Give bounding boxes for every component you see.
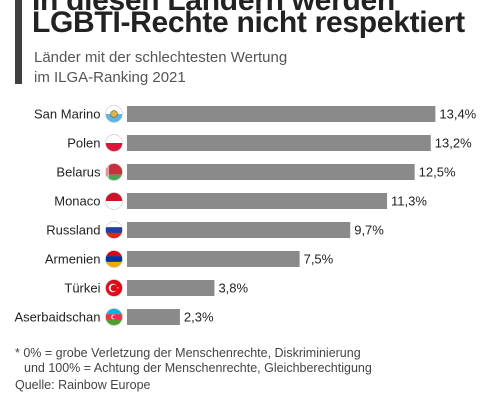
footnote-line-1: * 0% = grobe Verletzung der Menschenrech… [15,346,361,360]
turkey-flag-icon [105,279,123,297]
value-label: 9,7% [354,223,384,238]
bar [127,222,351,238]
poland-flag-icon [105,134,123,152]
value-label: 13,4% [439,107,476,122]
russia-flag-icon [105,221,123,239]
bar [127,251,300,267]
category-label: Belarus [56,165,101,180]
category-label: San Marino [34,107,100,122]
footnote-line-2: und 100% = Achtung der Menschenrechte, G… [24,361,372,375]
value-label: 13,2% [435,136,472,151]
value-label: 2,3% [184,310,214,325]
belarus-flag-icon [105,163,123,181]
chart-title-line-2: LGBTI-Rechte nicht respektiert [32,6,465,39]
category-label: Aserbaidschan [15,310,101,325]
bar [127,280,215,296]
value-label: 3,8% [218,281,248,296]
bar [127,135,431,151]
azerbaijan-flag-icon [105,308,123,326]
bar [127,309,180,325]
bar [127,193,388,209]
bar [127,106,436,122]
category-label: Armenien [45,252,101,267]
value-label: 11,3% [391,194,427,209]
value-label: 12,5% [419,165,456,180]
footnote: * 0% = grobe Verletzung der Menschenrech… [15,346,485,376]
subtitle-line-1: Länder mit der schlechtesten Wertung [34,49,288,66]
san-marino-flag-icon [105,105,123,123]
value-label: 7,5% [304,252,334,267]
chart-title-line-1: In diesen Ländern werden [32,0,395,17]
bar [127,164,415,180]
category-label: Monaco [54,194,100,209]
accent-bar [15,0,22,84]
chart-subtitle: Länder mit der schlechtesten Wertung im … [34,48,474,88]
monaco-flag-icon [105,192,123,210]
category-label: Russland [46,223,100,238]
armenia-flag-icon [105,250,123,268]
bar-chart: San Marino 13,4% Polen 13,2% Belarus 12,5% Mon… [15,105,477,326]
subtitle-line-2: im ILGA-Ranking 2021 [34,69,186,86]
source-note: Quelle: Rainbow Europe [15,378,151,392]
category-label: Türkei [64,281,100,296]
category-label: Polen [67,136,100,151]
